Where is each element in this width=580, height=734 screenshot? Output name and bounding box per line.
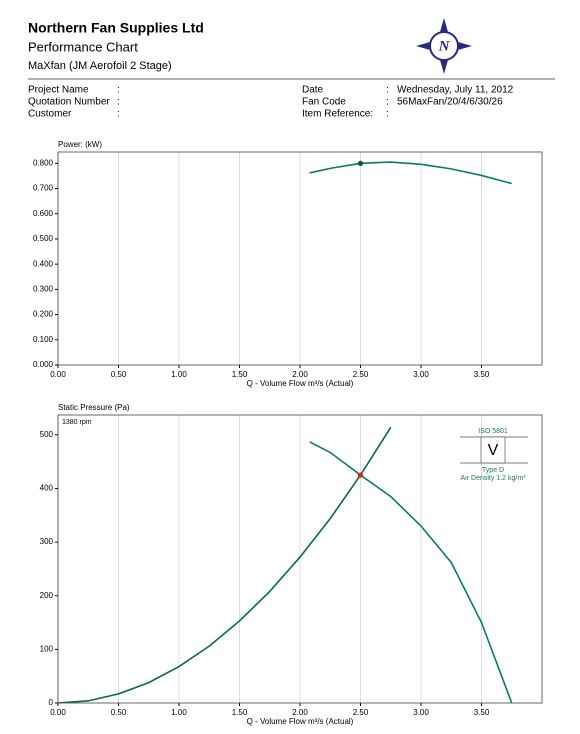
y-axis-label: Static Pressure (Pa): [58, 403, 130, 412]
x-tick-label: 2.50: [353, 708, 369, 717]
x-tick-label: 0.00: [50, 370, 66, 379]
y-tick-label: 300: [40, 537, 54, 546]
y-tick-label: 0.500: [33, 234, 54, 243]
chart: 0.00 0.50 1.00 1.50 2.00 2.50 3.00 3.50 0 100 200 3…: [40, 403, 543, 726]
x-tick-label: 2.00: [292, 370, 308, 379]
x-tick-label: 1.00: [171, 708, 187, 717]
field-value: Wednesday, July 11, 2012: [397, 85, 514, 96]
y-tick-label: 0.400: [33, 259, 54, 268]
iso-box: [480, 436, 506, 464]
y-tick-label: 0.000: [33, 360, 54, 369]
plot-clip: [309, 161, 512, 185]
field-sep: :: [386, 97, 389, 108]
operating-point: [357, 160, 364, 166]
x-tick-label: 1.50: [232, 370, 248, 379]
x-tick-label: 0.00: [50, 708, 66, 717]
y-tick-label: 0.300: [33, 284, 54, 293]
field-label: Customer: [28, 109, 72, 120]
x-tick-label: 3.00: [413, 708, 429, 717]
svg-text:N: N: [438, 38, 451, 54]
iso-type: Type D: [482, 467, 504, 474]
x-tick-label: 1.00: [171, 370, 187, 379]
field-value: 56MaxFan/20/4/6/30/26: [397, 97, 503, 108]
iso-symbol: V: [488, 442, 499, 459]
y-tick-label: 0.800: [33, 158, 54, 167]
y-tick-label: 400: [40, 484, 54, 493]
field-label: Fan Code: [302, 97, 346, 108]
curve: [309, 441, 513, 703]
field-sep: :: [117, 97, 120, 108]
y-tick-label: 0: [49, 698, 54, 707]
logo: N: [416, 18, 472, 74]
field-sep: :: [386, 85, 389, 96]
curve: [309, 161, 512, 185]
doc-subtitle: MaXfan (JM Aerofoil 2 Stage): [28, 60, 172, 72]
x-axis-label: Q - Volume Flow m³/s (Actual): [247, 717, 354, 726]
company: Northern Fan Supplies Ltd: [28, 20, 204, 36]
y-tick-label: 0.100: [33, 335, 54, 344]
plot-frame: [57, 414, 543, 704]
field-sep: :: [117, 85, 120, 96]
x-tick-label: 2.50: [353, 370, 369, 379]
operating-point: [357, 472, 364, 478]
field-label: Date: [302, 85, 324, 96]
info: Project Name: Quotation Number: Customer: D…: [28, 85, 514, 120]
y-axis-label: Power: (kW): [58, 140, 102, 149]
y-tick-label: 500: [40, 430, 54, 439]
iso-title: ISO 5801: [478, 428, 508, 435]
x-tick-label: 3.00: [413, 370, 429, 379]
field-label: Project Name: [28, 85, 89, 96]
y-tick-label: 0.700: [33, 184, 54, 193]
y-tick-label: 0.600: [33, 209, 54, 218]
x-tick-label: 0.50: [111, 708, 127, 717]
x-axis-label: Q - Volume Flow m³/s (Actual): [247, 379, 354, 388]
y-tick-label: 0.200: [33, 310, 54, 319]
plot-clip: [58, 426, 513, 703]
doc-title: Performance Chart: [28, 39, 138, 54]
x-tick-label: 0.50: [111, 370, 127, 379]
field-label: Item Reference:: [302, 109, 373, 120]
field-sep: :: [386, 109, 389, 120]
x-tick-label: 3.50: [474, 708, 490, 717]
chart: 0.00 0.50 1.00 1.50 2.00 2.50 3.00 3.50 0.000 0.1…: [33, 140, 543, 388]
field-label: Quotation Number: [28, 97, 110, 108]
curve: [58, 426, 392, 703]
field-sep: :: [117, 109, 120, 120]
y-tick-label: 200: [40, 591, 54, 600]
y-tick-label: 100: [40, 644, 54, 653]
plot-frame: [57, 151, 543, 366]
x-tick-label: 1.50: [232, 708, 248, 717]
x-tick-label: 2.00: [292, 708, 308, 717]
iso-density: Air Density 1.2 kg/m³: [461, 475, 527, 482]
x-tick-label: 3.50: [474, 370, 490, 379]
annotation: 1380 rpm: [62, 419, 92, 426]
charts: 0.00 0.50 1.00 1.50 2.00 2.50 3.00 3.500.0000.1…: [33, 140, 543, 726]
